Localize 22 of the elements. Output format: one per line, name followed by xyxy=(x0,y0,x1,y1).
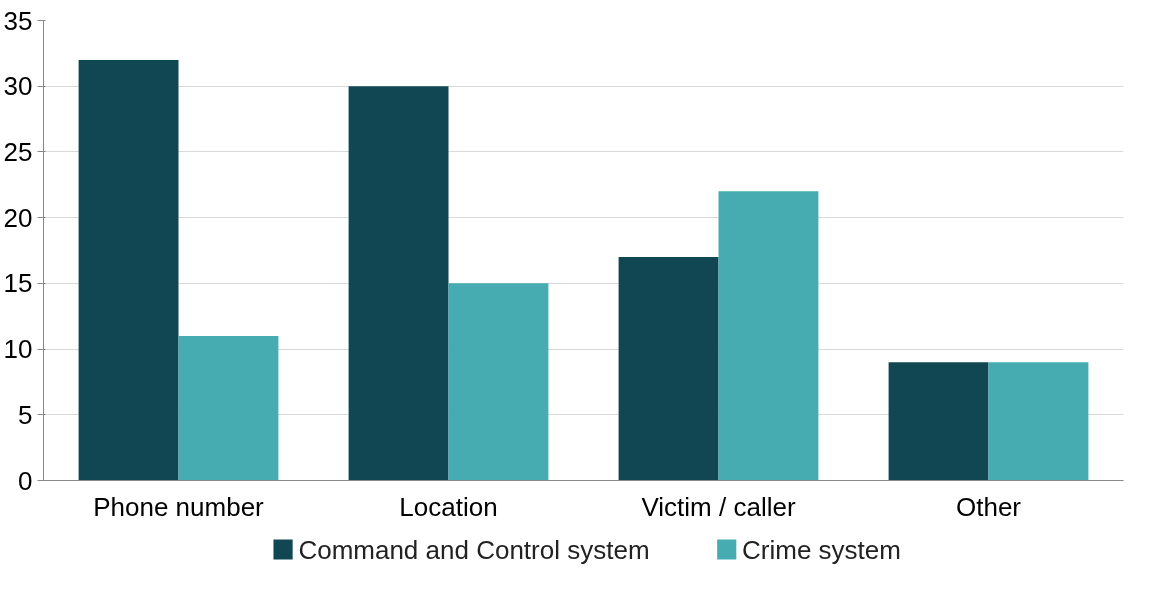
bar xyxy=(78,59,179,481)
y-tick-label: 20 xyxy=(3,202,33,233)
bar xyxy=(448,283,549,481)
x-tick-label: Phone number xyxy=(93,491,265,522)
legend-label: Crime system xyxy=(742,534,901,565)
bar xyxy=(348,86,449,481)
y-tick-label: 35 xyxy=(3,5,33,36)
y-tick-label: 15 xyxy=(3,268,33,299)
y-tick-label: 0 xyxy=(18,465,33,496)
bar xyxy=(988,362,1089,481)
bar xyxy=(178,335,279,481)
x-tick-label: Other xyxy=(955,491,1022,522)
x-tick-label: Victim / caller xyxy=(641,491,796,522)
y-tick-label: 30 xyxy=(3,71,33,102)
y-tick-label: 25 xyxy=(3,136,33,167)
bar xyxy=(618,257,719,481)
y-tick-label: 5 xyxy=(18,399,33,430)
x-tick-label: Location xyxy=(399,491,498,522)
bar xyxy=(888,362,989,481)
y-tick-label: 10 xyxy=(3,334,33,365)
bar xyxy=(718,191,819,481)
legend-label: Command and Control system xyxy=(298,534,650,565)
